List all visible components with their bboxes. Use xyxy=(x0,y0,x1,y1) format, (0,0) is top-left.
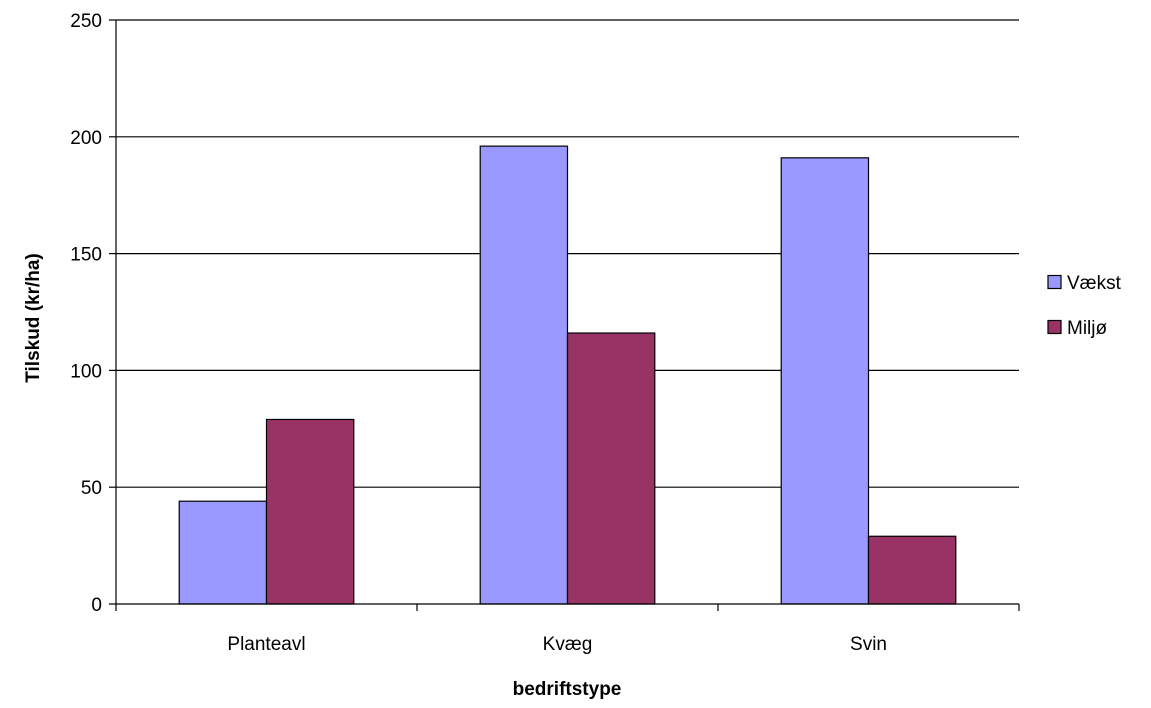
axes xyxy=(109,19,1020,611)
bar-vækst xyxy=(780,157,870,605)
legend-label: Miljø xyxy=(1067,318,1107,339)
x-tick-label: Svin xyxy=(850,634,887,655)
y-tick-label: 0 xyxy=(91,595,102,616)
y-tick-label: 250 xyxy=(70,11,102,32)
tick-labels: 0 50 100 150 200 250 Planteavl Kvæg Svin xyxy=(70,11,887,655)
bar-vækst xyxy=(479,145,569,605)
y-tick-label: 50 xyxy=(81,478,102,499)
y-tick-label: 200 xyxy=(70,128,102,149)
y-axis-title: Tilskud (kr/ha) xyxy=(23,253,44,383)
y-tick-label: 100 xyxy=(70,361,102,382)
x-tick-label: Kvæg xyxy=(543,634,593,655)
bars xyxy=(178,145,957,605)
x-axis-title: bedriftstype xyxy=(513,679,622,700)
legend-label: Vækst xyxy=(1067,273,1122,294)
bar-vækst xyxy=(178,500,268,605)
bar-miljø xyxy=(867,535,957,605)
bar-miljø xyxy=(566,332,656,605)
legend-swatch xyxy=(1047,274,1062,290)
legend: Vækst Miljø xyxy=(1047,273,1122,339)
bar-miljø xyxy=(265,418,355,605)
legend-swatch xyxy=(1047,319,1062,335)
x-tick-label: Planteavl xyxy=(227,634,305,655)
y-tick-label: 150 xyxy=(70,245,102,266)
